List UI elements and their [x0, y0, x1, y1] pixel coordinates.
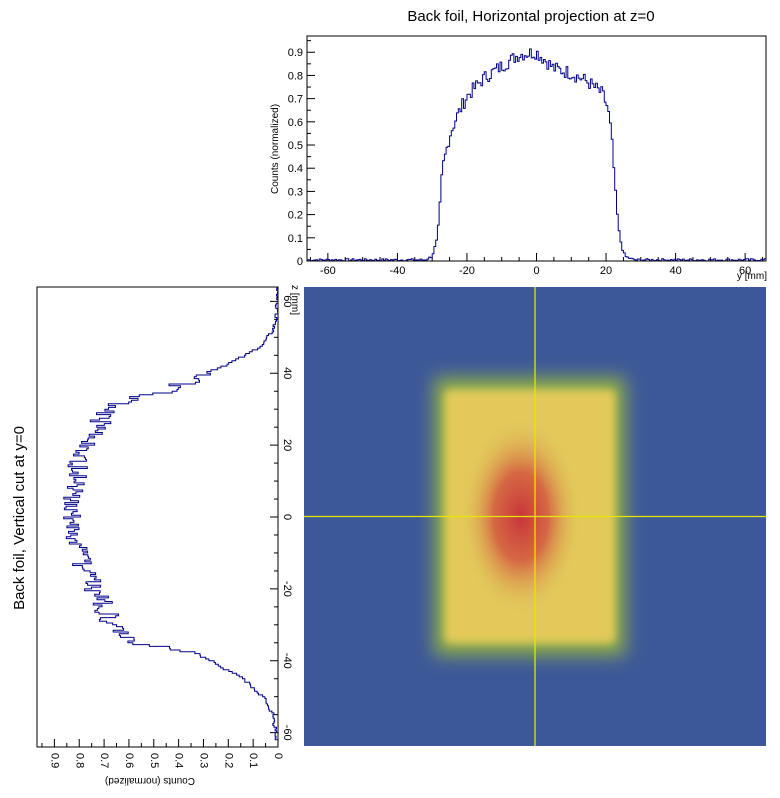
vertical-cut-axes: 0 0.1 0.2 0.3 0.4 0.5 0.6 0.7 0.8 0.9 -60 -40 -20 0 20…	[41, 295, 293, 768]
horizontal-projection-histogram	[307, 48, 766, 262]
y-tick-label: 0	[297, 256, 303, 268]
y-tick-label: 0.5	[288, 140, 303, 152]
counts-tick-label: 0.7	[98, 753, 110, 768]
z-tick-label: 0	[281, 514, 293, 520]
horizontal-projection-title: Back foil, Horizontal projection at z=0	[407, 8, 654, 25]
counts-tick-label: 0.2	[222, 753, 234, 768]
counts-tick-label: 0.5	[148, 753, 160, 768]
y-tick-label: 0.2	[288, 210, 303, 222]
horizontal-projection-xlabel: y [mm]	[737, 271, 767, 282]
counts-tick-label: 0.1	[247, 753, 259, 768]
z-tick-label: 20	[281, 439, 293, 451]
x-tick-label: 40	[669, 265, 681, 277]
beam-spot-panel	[304, 287, 766, 746]
y-tick-label: 0.1	[288, 233, 303, 245]
z-tick-label: -20	[281, 581, 293, 597]
z-tick-label: 60	[281, 295, 293, 307]
y-tick-label: 0.9	[288, 47, 303, 59]
z-tick-label: -60	[281, 725, 293, 741]
y-tick-label: 0.3	[288, 186, 303, 198]
x-tick-label: -40	[389, 265, 405, 277]
vertical-cut-histogram	[63, 287, 279, 747]
x-tick-label: -60	[320, 265, 336, 277]
vertical-cut-panel: Back foil, Vertical cut at y=0 0 0.1 0.2 0.…	[11, 285, 300, 786]
horizontal-projection-frame	[306, 35, 767, 262]
vertical-cut-title: Back foil, Vertical cut at y=0	[11, 426, 28, 610]
horizontal-projection-axes: -60 -40 -20 0 20 40 60 0 0.1 0.2 0.3 0.4 0.5 0.6 0.7 0.…	[288, 40, 764, 277]
y-tick-label: 0.7	[288, 94, 303, 106]
y-tick-label: 0.4	[288, 163, 303, 175]
vertical-cut-ylabel: Counts (normalized)	[105, 775, 195, 786]
horizontal-projection-ylabel: Counts (normalized)	[270, 104, 281, 194]
counts-tick-label: 0.9	[48, 753, 60, 768]
vertical-cut-xlabel: z [mm]	[289, 285, 300, 315]
counts-tick-label: 0.4	[173, 753, 185, 768]
x-tick-label: 60	[739, 265, 751, 277]
z-tick-label: -40	[281, 653, 293, 669]
counts-tick-label: 0.6	[123, 753, 135, 768]
z-tick-label: 40	[281, 367, 293, 379]
x-tick-label: 20	[600, 265, 612, 277]
vertical-cut-frame	[36, 286, 279, 748]
y-tick-label: 0.6	[288, 117, 303, 129]
y-tick-label: 0.8	[288, 70, 303, 82]
counts-tick-label: 0	[272, 753, 284, 759]
x-tick-label: 0	[533, 265, 539, 277]
x-tick-label: -20	[459, 265, 475, 277]
horizontal-projection-panel: Back foil, Horizontal projection at z=0 …	[270, 8, 767, 282]
counts-tick-label: 0.8	[73, 753, 85, 768]
counts-tick-label: 0.3	[198, 753, 210, 768]
